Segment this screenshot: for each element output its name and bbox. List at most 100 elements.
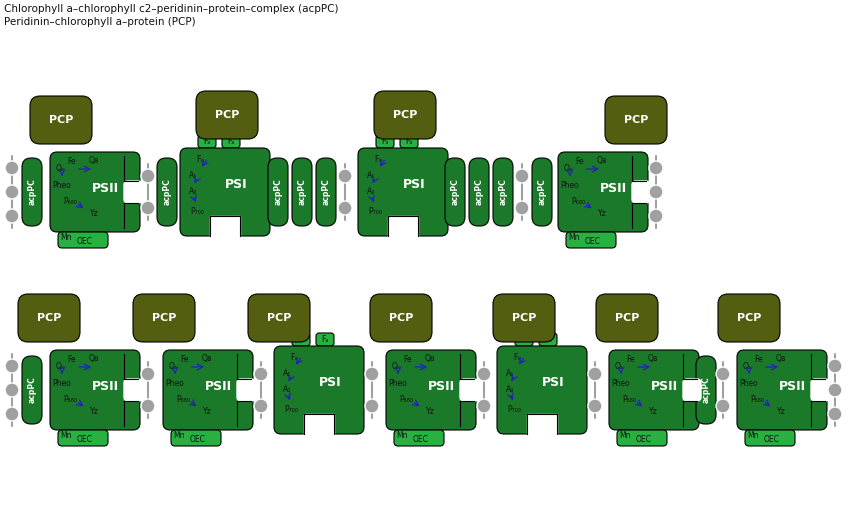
Circle shape <box>365 399 379 413</box>
Circle shape <box>338 201 352 215</box>
Text: Fe: Fe <box>181 355 189 363</box>
Text: Yz: Yz <box>597 209 606 218</box>
FancyBboxPatch shape <box>180 148 270 236</box>
Circle shape <box>828 359 842 373</box>
Text: Fe: Fe <box>576 157 585 166</box>
Text: Qₐ: Qₐ <box>742 362 752 371</box>
Text: Qₐ: Qₐ <box>56 165 64 174</box>
FancyBboxPatch shape <box>400 135 418 148</box>
Text: A₀: A₀ <box>189 187 197 197</box>
Text: acpPC: acpPC <box>538 179 546 205</box>
Text: Qʙ: Qʙ <box>597 157 607 166</box>
Text: OEC: OEC <box>190 434 206 443</box>
Text: Qʙ: Qʙ <box>425 355 435 363</box>
Circle shape <box>477 399 491 413</box>
FancyBboxPatch shape <box>696 356 716 424</box>
Text: PSII: PSII <box>651 379 678 392</box>
Text: OEC: OEC <box>764 434 780 443</box>
FancyBboxPatch shape <box>196 91 258 139</box>
Text: PSII: PSII <box>779 379 806 392</box>
FancyBboxPatch shape <box>374 91 436 139</box>
Text: Mn: Mn <box>619 430 631 440</box>
Text: Fₐ: Fₐ <box>321 335 329 344</box>
Text: Pheo: Pheo <box>52 180 71 189</box>
FancyBboxPatch shape <box>292 333 310 346</box>
Text: Pheo: Pheo <box>52 379 71 388</box>
Circle shape <box>254 367 268 381</box>
Circle shape <box>365 367 379 381</box>
Text: acpPC: acpPC <box>27 179 37 205</box>
FancyBboxPatch shape <box>566 232 616 248</box>
Text: Mn: Mn <box>747 430 758 440</box>
FancyBboxPatch shape <box>274 346 364 434</box>
Text: P₇₀₀: P₇₀₀ <box>284 404 298 413</box>
Circle shape <box>5 407 19 421</box>
FancyBboxPatch shape <box>358 148 448 236</box>
Text: Qʙ: Qʙ <box>89 355 99 363</box>
Text: Qʙ: Qʙ <box>648 355 658 363</box>
FancyBboxPatch shape <box>292 158 312 226</box>
Text: Yz: Yz <box>203 408 211 417</box>
Text: Fₐ: Fₐ <box>405 137 413 146</box>
Text: PCP: PCP <box>215 110 239 120</box>
Text: Yz: Yz <box>425 408 434 417</box>
FancyBboxPatch shape <box>493 294 555 342</box>
FancyBboxPatch shape <box>460 379 478 401</box>
Text: Pheo: Pheo <box>165 379 184 388</box>
Text: Fe: Fe <box>404 355 413 363</box>
FancyBboxPatch shape <box>22 356 42 424</box>
Text: P₆₈₀: P₆₈₀ <box>571 197 585 207</box>
Text: Pheo: Pheo <box>612 379 630 388</box>
Text: P₇₀₀: P₇₀₀ <box>190 207 204 216</box>
Bar <box>210 216 240 241</box>
Text: acpPC: acpPC <box>163 179 171 205</box>
Circle shape <box>716 399 730 413</box>
Text: Fₐ: Fₐ <box>544 335 551 344</box>
Text: Mn: Mn <box>173 430 185 440</box>
Circle shape <box>141 201 155 215</box>
Text: A₁: A₁ <box>282 369 291 378</box>
Text: PSII: PSII <box>205 379 232 392</box>
Text: Qₐ: Qₐ <box>615 362 623 371</box>
Text: P₆₈₀: P₆₈₀ <box>63 197 77 207</box>
Text: acpPC: acpPC <box>474 179 484 205</box>
Circle shape <box>5 383 19 397</box>
Text: Pheo: Pheo <box>561 180 580 189</box>
FancyBboxPatch shape <box>539 333 557 346</box>
Text: Fₐ: Fₐ <box>381 137 389 146</box>
FancyBboxPatch shape <box>605 96 667 144</box>
Text: P₆₈₀: P₆₈₀ <box>750 396 764 404</box>
Text: PSI: PSI <box>542 377 564 389</box>
Text: Fₓ: Fₓ <box>513 353 520 362</box>
Text: Pheo: Pheo <box>389 379 407 388</box>
Circle shape <box>5 209 19 223</box>
Text: Fe: Fe <box>68 355 76 363</box>
Text: A₀: A₀ <box>506 386 514 394</box>
Text: OEC: OEC <box>77 434 93 443</box>
Text: Qₐ: Qₐ <box>169 362 177 371</box>
Text: A₁: A₁ <box>506 369 514 378</box>
Text: Qʙ: Qʙ <box>776 355 786 363</box>
Text: Qₐ: Qₐ <box>563 165 573 174</box>
Text: PCP: PCP <box>393 110 417 120</box>
Text: PCP: PCP <box>624 115 648 125</box>
Circle shape <box>141 367 155 381</box>
Circle shape <box>5 161 19 175</box>
Text: Fe: Fe <box>627 355 635 363</box>
Text: Fₐ: Fₐ <box>204 137 211 146</box>
FancyBboxPatch shape <box>133 294 195 342</box>
Text: Mn: Mn <box>396 430 407 440</box>
FancyBboxPatch shape <box>163 350 253 430</box>
Bar <box>388 216 418 241</box>
FancyBboxPatch shape <box>632 181 650 203</box>
Text: PCP: PCP <box>152 313 176 323</box>
FancyBboxPatch shape <box>737 350 827 430</box>
Circle shape <box>515 169 529 183</box>
Text: PCP: PCP <box>512 313 536 323</box>
FancyBboxPatch shape <box>609 350 699 430</box>
Circle shape <box>649 185 663 199</box>
Circle shape <box>649 161 663 175</box>
Text: A₁: A₁ <box>189 170 197 179</box>
FancyBboxPatch shape <box>445 158 465 226</box>
Text: P₆₈₀: P₆₈₀ <box>622 396 636 404</box>
